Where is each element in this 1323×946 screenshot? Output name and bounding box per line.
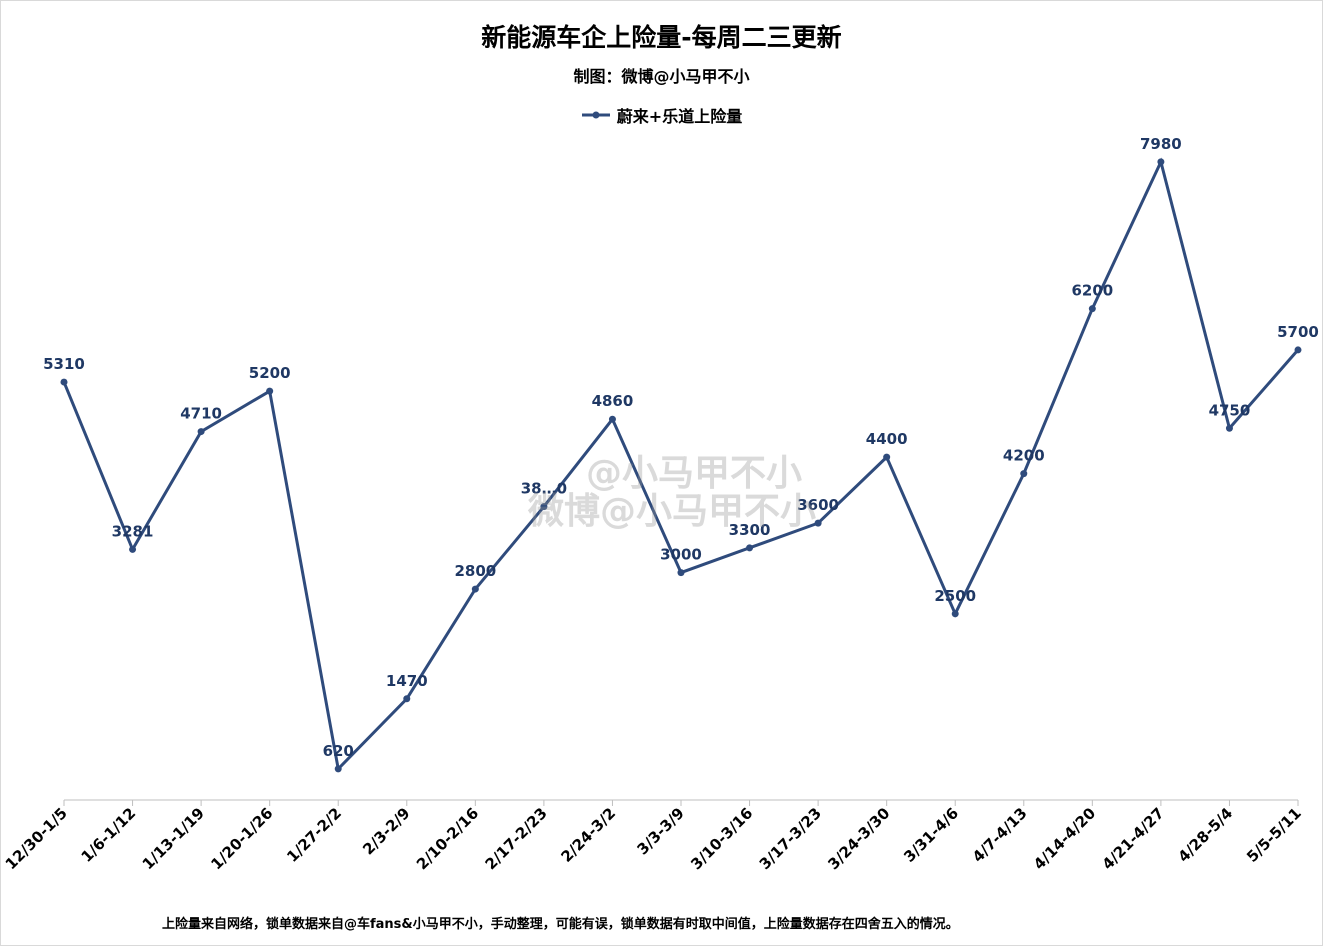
data-point [1157,158,1165,166]
x-tick-label: 1/20-1/26 [207,804,276,873]
data-label: 5200 [249,364,291,382]
x-tick-label: 2/3-2/9 [359,804,413,858]
data-label: 3600 [797,496,839,514]
data-label: 4200 [1003,447,1045,465]
x-tick-label: 1/6-1/12 [78,804,140,866]
data-point [883,453,891,461]
data-label: 4400 [866,430,908,448]
series-line [62,157,1300,772]
data-label: 3000 [660,546,702,564]
x-tick-label: 3/17-3/23 [756,804,825,873]
x-tick-label: 1/13-1/19 [139,804,208,873]
x-tick-label: 2/10-2/16 [413,804,482,873]
data-label: 38…0 [521,480,567,498]
x-tick-label: 5/5-5/11 [1243,804,1305,866]
x-tick-label: 2/24-3/2 [557,804,619,866]
x-tick-label: 3/24-3/30 [824,804,893,873]
data-point [814,519,822,527]
data-point [608,415,616,423]
data-label: 4860 [592,392,634,410]
data-label: 3300 [729,521,771,539]
data-point [129,545,137,553]
data-point [677,569,685,577]
x-tick-label: 1/27-2/2 [283,804,345,866]
data-point [471,585,479,593]
x-tick-label: 2/17-2/23 [482,804,551,873]
x-tick-label: 3/3-3/9 [633,804,687,858]
data-point [197,428,205,436]
legend-line-marker-icon [581,111,610,119]
data-point [951,610,959,618]
legend-label: 蔚来+乐道上险量 [616,107,743,126]
x-tick-label: 3/31-4/6 [900,804,962,866]
data-point [1088,305,1096,313]
data-point [266,387,274,395]
data-point [1294,346,1302,354]
x-tick-label: 4/28-5/4 [1174,804,1236,866]
data-label: 2500 [934,587,976,605]
data-label: 3281 [112,522,154,540]
data-point [1020,470,1028,478]
data-point [60,378,68,386]
x-tick-label: 4/21-4/27 [1099,804,1168,873]
data-point [334,765,342,773]
data-label: 4710 [180,405,222,423]
x-tick-label: 3/10-3/16 [687,804,756,873]
data-label: 5310 [43,355,85,373]
data-label: 5700 [1277,323,1319,341]
footnote: 上险量来自网络，锁单数据来自@车fans&小马甲不小，手动整理，可能有误，锁单数… [162,917,959,932]
data-label: 1470 [386,672,428,690]
x-tick-label: 4/14-4/20 [1030,804,1099,873]
chart-subtitle: 制图：微博@小马甲不小 [573,67,750,86]
data-point [403,695,411,703]
data-point [1225,424,1233,432]
data-label: 620 [323,742,354,760]
chart-title: 新能源车企上险量-每周二三更新 [481,23,842,52]
data-point [540,503,548,511]
data-label: 2800 [454,562,496,580]
data-label: 6200 [1071,282,1113,300]
x-tick-label: 4/7-4/13 [969,804,1031,866]
legend: 蔚来+乐道上险量 [0,103,1323,127]
x-tick-label: 12/30-1/5 [2,804,71,873]
data-point [746,544,754,552]
data-label: 4750 [1209,401,1251,419]
data-label: 7980 [1140,135,1182,153]
